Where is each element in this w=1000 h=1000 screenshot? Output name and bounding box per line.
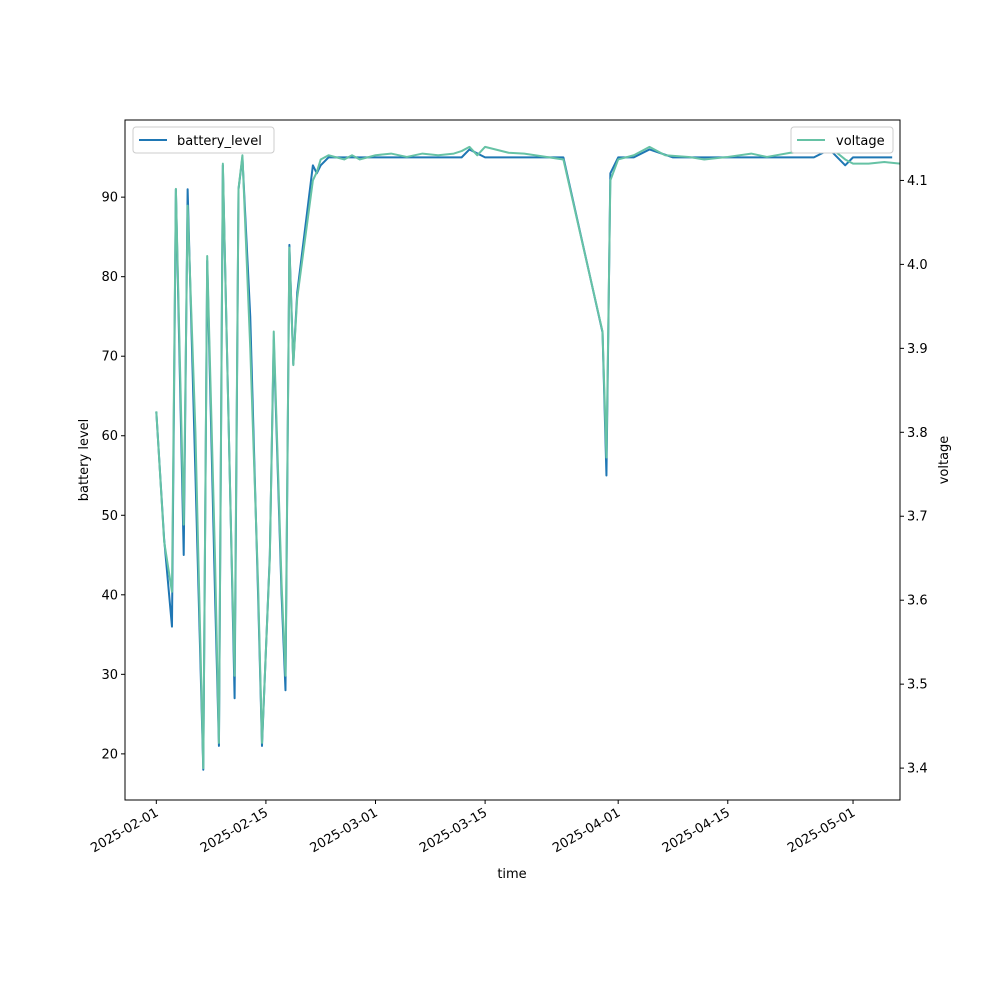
lines-layer xyxy=(155,145,901,771)
y-right-tick-label: 3.9 xyxy=(907,342,928,357)
series-line-voltage xyxy=(155,145,901,770)
y-left-tick-label: 70 xyxy=(101,350,118,365)
y-right-axis-label: voltage xyxy=(937,436,952,485)
y-right-tick-label: 4.1 xyxy=(907,174,928,189)
y-left-axis-label: battery level xyxy=(77,419,92,502)
y-right-tick-label: 4.0 xyxy=(907,258,928,273)
legend-right: voltage xyxy=(790,126,894,154)
legend-label-voltage: voltage xyxy=(836,134,885,149)
y-right-tick-label: 3.5 xyxy=(907,678,928,693)
y-left-tick-label: 50 xyxy=(101,509,118,524)
legend-left: battery_level xyxy=(132,126,275,154)
y-left-tick-label: 40 xyxy=(101,588,118,603)
plot-frame xyxy=(124,119,901,801)
x-axis-label: time xyxy=(497,867,526,882)
y-right-tick-label: 3.4 xyxy=(907,762,928,777)
y-right-tick-label: 3.6 xyxy=(907,594,928,609)
y-left-tick-label: 30 xyxy=(101,668,118,683)
y-left-tick-label: 60 xyxy=(101,429,118,444)
legend-label-battery-level: battery_level xyxy=(177,134,262,149)
legend-left-box xyxy=(132,126,275,154)
legend-right-box xyxy=(790,126,894,154)
y-left-tick-label: 90 xyxy=(101,191,118,206)
y-left-tick-label: 80 xyxy=(101,270,118,285)
y-left-tick-label: 20 xyxy=(101,747,118,762)
y-right-tick-label: 3.8 xyxy=(907,426,928,441)
y-right-tick-label: 3.7 xyxy=(907,510,928,525)
